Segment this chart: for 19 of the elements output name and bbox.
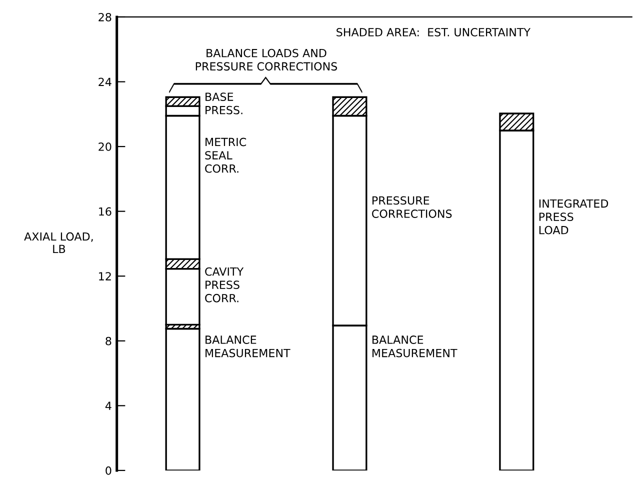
annotation: BALANCE MEASUREMENT (372, 336, 458, 358)
annotation: SHADED AREA: EST. UNCERTAINTY (336, 28, 531, 36)
annotation: METRIC SEAL CORR. (205, 138, 246, 173)
y-tick-label: 24 (98, 78, 112, 86)
y-tick-label: 12 (99, 272, 111, 280)
y-axis-title: AXIAL LOAD, LB (24, 232, 93, 253)
annotation: INTEGRATED PRESS LOAD (539, 199, 608, 234)
y-tick-label: 20 (98, 142, 112, 151)
y-tick-label: 28 (98, 12, 112, 22)
y-tick-label: 4 (105, 402, 112, 410)
bar (165, 328, 200, 470)
y-tick-label: 8 (106, 336, 112, 346)
y-tick-label: 16 (99, 207, 112, 216)
annotation: BALANCE MEASUREMENT (206, 336, 290, 358)
annotation: PRESSURE CORRECTIONS (372, 196, 452, 218)
annotation: BASE PRESS. (206, 92, 242, 114)
annotation: BALANCE LOADS AND PRESSURE CORRECTIONS (196, 48, 338, 71)
annotation: CAVITY PRESS CORR. (205, 267, 244, 302)
y-tick-label: 0 (106, 466, 112, 475)
